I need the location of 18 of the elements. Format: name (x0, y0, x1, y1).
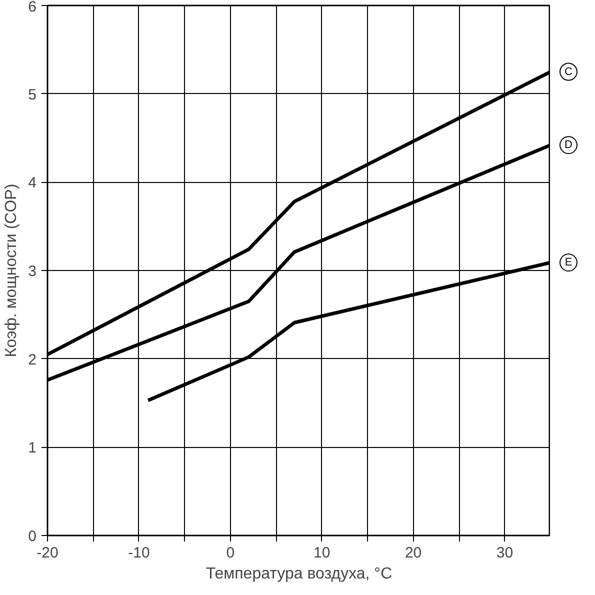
x-tick-label: 0 (226, 544, 235, 562)
series-label: E (564, 256, 572, 269)
x-tick-label: 10 (314, 544, 330, 562)
y-tick-label: 6 (28, 0, 36, 16)
series-label: C (564, 66, 573, 78)
y-tick-label: 1 (28, 440, 36, 457)
y-tick-label: 0 (28, 528, 36, 545)
x-axis-title: Температура воздуха, °C (206, 566, 392, 582)
y-tick-label: 4 (28, 174, 36, 192)
y-axis-title: Коэф. мощности (COP) (3, 184, 20, 358)
y-tick-label: 5 (28, 86, 36, 104)
x-tick-label: 30 (496, 544, 514, 562)
x-tick-label: -10 (128, 544, 150, 562)
x-tick-label: -20 (36, 544, 58, 562)
x-tick-label: 20 (404, 544, 422, 562)
y-tick-label: 2 (28, 351, 36, 368)
series-label: D (564, 139, 573, 152)
y-tick-label: 3 (28, 263, 36, 280)
